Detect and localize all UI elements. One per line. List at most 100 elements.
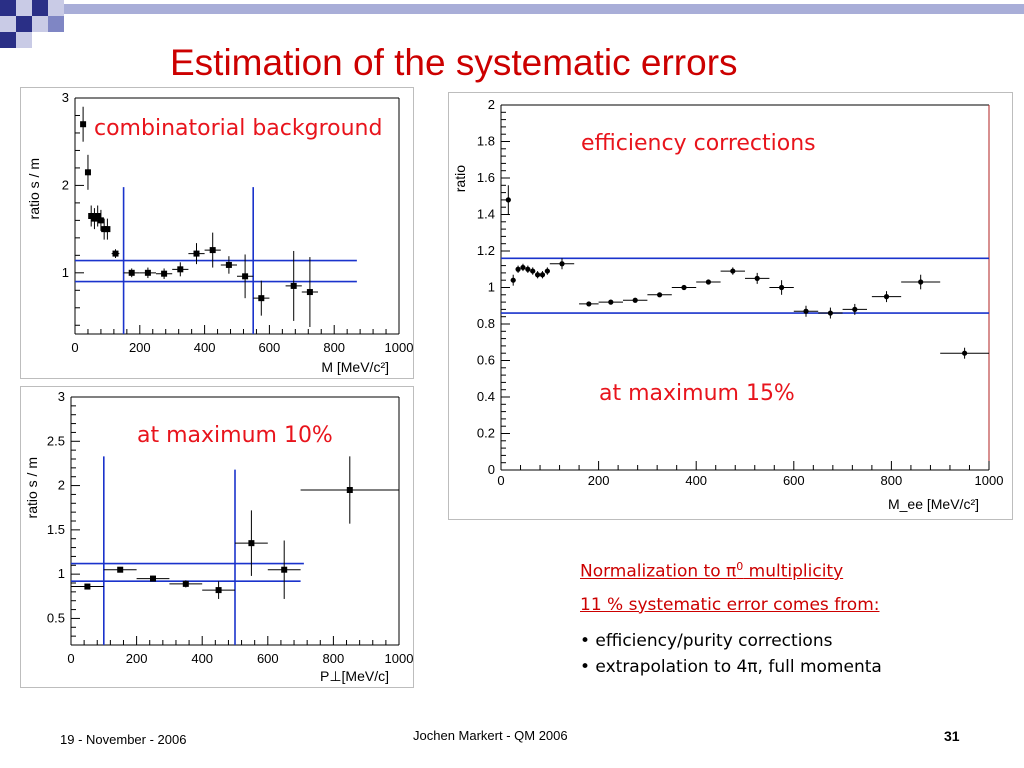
data-point xyxy=(103,566,137,573)
y-tick-label: 1.8 xyxy=(477,134,495,149)
marker-square xyxy=(84,169,91,176)
marker-square xyxy=(88,213,95,219)
marker-square xyxy=(182,580,189,587)
x-tick-label: 600 xyxy=(259,340,281,355)
marker-square xyxy=(91,215,98,222)
marker-square xyxy=(306,289,313,296)
marker-square xyxy=(248,540,255,547)
marker-dot xyxy=(559,261,565,267)
slide-logo-bar xyxy=(0,0,1024,48)
y-tick-label: 1.4 xyxy=(477,207,495,222)
x-tick-label: 0 xyxy=(497,473,504,488)
y-tick-label: 0.5 xyxy=(47,610,65,625)
x-tick-label: 200 xyxy=(588,473,610,488)
x-axis-label: P⊥[MeV/c] xyxy=(320,668,389,684)
marker-square xyxy=(112,250,119,257)
data-point xyxy=(505,185,511,215)
y-tick-label: 2 xyxy=(488,97,495,112)
marker-dot xyxy=(883,294,890,300)
data-point xyxy=(71,583,104,590)
y-tick-label: 1.6 xyxy=(477,170,495,185)
data-point xyxy=(598,299,623,305)
data-point xyxy=(647,292,672,298)
marker-square xyxy=(150,575,156,582)
marker-dot xyxy=(962,350,968,356)
marker-square xyxy=(97,217,104,224)
data-point xyxy=(188,243,205,265)
marker-square xyxy=(80,121,87,128)
data-point xyxy=(696,279,721,285)
marker-dot xyxy=(535,272,541,278)
data-point xyxy=(300,456,399,524)
x-tick-label: 800 xyxy=(323,651,345,666)
data-point xyxy=(745,272,770,284)
marker-dot xyxy=(505,197,511,203)
data-point xyxy=(172,262,189,277)
y-tick-label: 3 xyxy=(62,90,69,105)
annotation-max15: at maximum 15% xyxy=(599,381,795,406)
data-point xyxy=(80,106,87,142)
data-point xyxy=(940,347,989,359)
chart-momentum: 0 200 400 600 800 1000 0.5 1 1.5 2 2.5 3 P⊥[MeV/c] ra… xyxy=(20,386,414,688)
bullet-efficiency: • efficiency/purity corrections xyxy=(580,630,833,651)
marker-dot xyxy=(632,297,638,303)
data-point xyxy=(104,218,111,240)
marker-square xyxy=(84,583,91,590)
marker-square xyxy=(290,282,297,289)
y-tick-label: 1 xyxy=(58,566,65,581)
marker-dot xyxy=(544,268,550,274)
x-tick-label: 0 xyxy=(67,651,74,666)
bullet-extrapolation: • extrapolation to 4π, full momenta xyxy=(580,656,882,677)
y-tick-label: 2 xyxy=(58,478,65,493)
data-point xyxy=(539,271,546,279)
data-point xyxy=(267,540,301,599)
y-axis-label: ratio xyxy=(452,165,468,192)
y-axis-label: ratio s / m xyxy=(26,158,42,219)
data-point xyxy=(136,575,170,582)
y-tick-label: 1 xyxy=(62,265,69,280)
chart-efficiency: 0 200 400 600 800 1000 0 0.2 0.4 0.6 0.8 1 1.2 1.4 1.6… xyxy=(448,92,1013,520)
marker-dot xyxy=(608,299,614,305)
x-tick-label: 1000 xyxy=(975,473,1004,488)
data-point xyxy=(579,301,599,307)
x-tick-label: 800 xyxy=(323,340,345,355)
y-tick-label: 0.6 xyxy=(477,353,495,368)
x-tick-label: 600 xyxy=(257,651,279,666)
chart-momentum-svg: 0 200 400 600 800 1000 0.5 1 1.5 2 2.5 3 P⊥[MeV/c] ra… xyxy=(24,389,413,684)
data-point xyxy=(530,267,536,275)
marker-dot xyxy=(681,284,687,291)
page-number: 31 xyxy=(944,728,960,744)
marker-dot xyxy=(530,268,536,274)
chart-efficiency-svg: 0 200 400 600 800 1000 0 0.2 0.4 0.6 0.8 1 1.2 1.4 1.6… xyxy=(452,97,1004,512)
marker-square xyxy=(346,487,353,493)
data-point xyxy=(139,267,156,279)
x-tick-label: 800 xyxy=(881,473,903,488)
footer-author: Jochen Markert - QM 2006 xyxy=(413,728,568,743)
marker-square xyxy=(117,566,124,573)
data-point xyxy=(520,263,526,272)
x-tick-label: 0 xyxy=(71,340,78,355)
data-point xyxy=(111,249,120,258)
marker-dot xyxy=(852,306,858,312)
data-point xyxy=(544,267,550,275)
data-point xyxy=(202,581,235,599)
data-point xyxy=(549,258,575,270)
marker-square xyxy=(144,269,151,276)
data-point xyxy=(720,267,745,275)
marker-square xyxy=(128,269,135,276)
data-point xyxy=(94,205,101,227)
x-tick-label: 400 xyxy=(194,340,216,355)
marker-square xyxy=(104,226,111,233)
data-point xyxy=(204,232,221,268)
marker-square xyxy=(225,261,232,268)
marker-dot xyxy=(803,308,809,314)
data-point xyxy=(84,154,91,190)
x-tick-label: 600 xyxy=(783,473,805,488)
marker-square xyxy=(161,270,168,277)
y-tick-label: 2.5 xyxy=(47,433,65,448)
data-point xyxy=(253,280,270,316)
y-tick-label: 0.8 xyxy=(477,316,495,331)
data-point xyxy=(169,580,203,588)
annotation-max10: at maximum 10% xyxy=(137,423,333,448)
x-tick-label: 200 xyxy=(129,340,151,355)
